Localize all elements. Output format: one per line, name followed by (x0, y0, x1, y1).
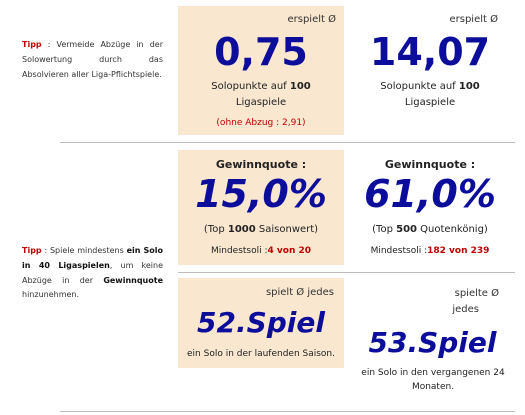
gewinnquote-alltime-value: 61,0% (364, 172, 496, 216)
tip-label: Tipp (22, 40, 42, 49)
solofrequenz-current-header: spielt Ø jedes (265, 287, 334, 298)
gewinnquote-alltime-header: Gewinnquote : (384, 158, 476, 171)
solofrequenz-alltime-value: 53.Spiel (368, 326, 497, 359)
solopunkte-current-label: Solopunkte auf 100 Ligaspiele (211, 81, 311, 108)
gewinnquote-alltime-cell: Gewinnquote : 61,0% (Top 500 Quotenkönig… (350, 150, 510, 265)
solofrequenz-alltime-header: spielte Ø jedes (452, 288, 499, 315)
solopunkte-alltime-header: erspielt Ø (449, 14, 498, 25)
solopunkte-current-value: 0,75 (214, 30, 308, 74)
solopunkte-current-header: erspielt Ø (287, 14, 336, 25)
tip-text: : Vermeide Abzüge in der Solowertung dur… (22, 40, 163, 79)
solofrequenz-current-cell: spielt Ø jedes 52.Spiel ein Solo in der … (178, 278, 344, 368)
tip-gewinnquote: Tipp : Spiele mindestens ein Solo in 40 … (22, 246, 163, 300)
gewinnquote-current-value: 15,0% (195, 172, 327, 216)
gewinnquote-current-header: Gewinnquote : (215, 158, 307, 171)
solopunkte-current-cell: erspielt Ø 0,75 Solopunkte auf 100 Ligas… (178, 6, 344, 135)
solofrequenz-current-label: ein Solo in der laufenden Saison. (187, 349, 335, 359)
gewinnquote-alltime-top: (Top 500 Quotenkönig) (372, 224, 488, 235)
divider-1 (60, 142, 515, 143)
gewinnquote-current-cell: Gewinnquote : 15,0% (Top 1000 Saisonwert… (178, 150, 344, 265)
solopunkte-alltime-value: 14,07 (369, 30, 491, 74)
tip-abzuege: Tipp : Vermeide Abzüge in der Solowertun… (22, 38, 163, 82)
tip-label-2: Tipp (22, 246, 42, 255)
solofrequenz-alltime-cell: spielte Ø jedes 53.Spiel ein Solo in den… (350, 278, 515, 408)
mindestsoli-current: Mindestsoli :4 von 20 (210, 246, 312, 256)
solofrequenz-current-value: 52.Spiel (197, 306, 325, 339)
solopunkte-alltime-cell: erspielt Ø 14,07 Solopunkte auf 100 Liga… (350, 6, 510, 135)
divider-2 (178, 272, 515, 273)
solopunkte-ohne-abzug: (ohne Abzug : 2,91) (216, 118, 306, 128)
mindestsoli-alltime: Mindestsoli :182 von 239 (370, 246, 490, 256)
divider-3 (60, 411, 515, 412)
solofrequenz-alltime-label: ein Solo in den vergangenen 24 Monaten. (361, 368, 505, 392)
gewinnquote-current-top: (Top 1000 Saisonwert) (203, 224, 319, 235)
solopunkte-alltime-label: Solopunkte auf 100 Ligaspiele (380, 81, 480, 108)
